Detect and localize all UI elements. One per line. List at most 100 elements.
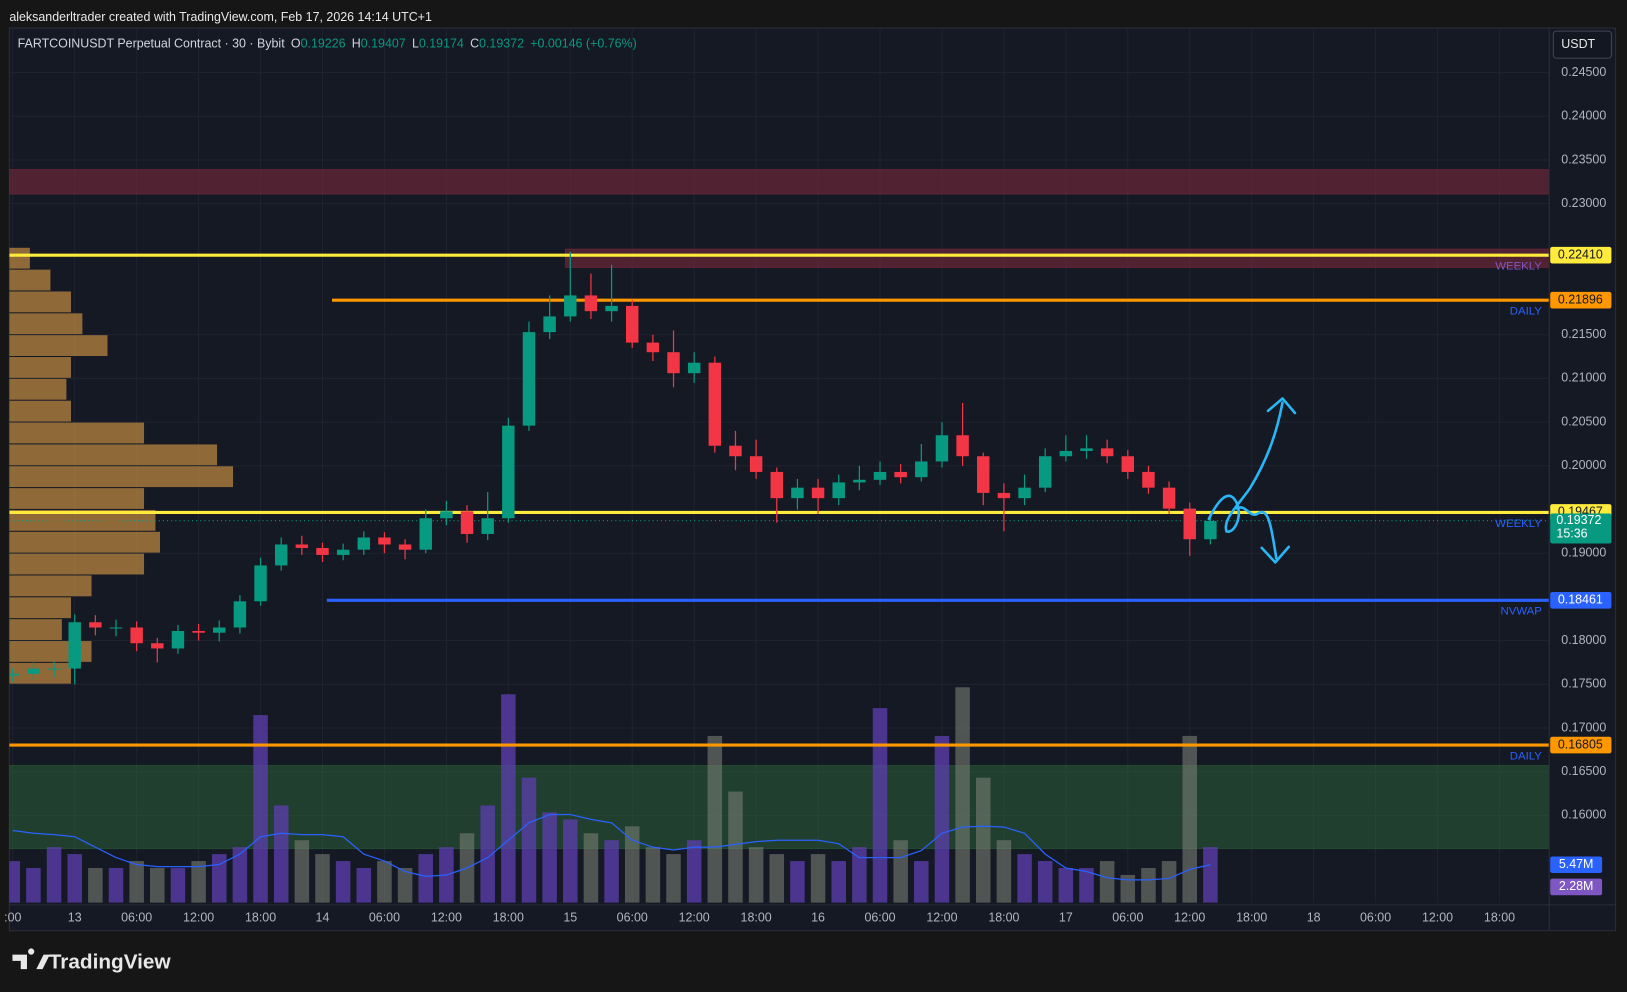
candle-body <box>894 471 907 478</box>
y-tick-label: 0.24000 <box>1561 109 1606 123</box>
volume-bar <box>253 715 268 903</box>
candle-body <box>708 362 722 446</box>
volume-bar <box>790 861 805 903</box>
ohlc-key: C <box>470 37 479 51</box>
volume-bar <box>1141 868 1156 903</box>
volume-bar <box>604 840 619 903</box>
y-tick-label: 0.20500 <box>1561 414 1606 428</box>
zone <box>9 765 1550 850</box>
candle-body <box>811 487 825 499</box>
volume-bar <box>542 812 557 903</box>
candle-body <box>109 627 123 629</box>
candle-body <box>873 471 887 480</box>
volume-bar <box>26 868 41 903</box>
candle-body <box>47 668 61 670</box>
x-tick-label: 12:00 <box>679 911 710 925</box>
volume-profile-bar <box>9 597 71 619</box>
level-label: 0.22410 <box>1558 248 1603 262</box>
volume-marker-label: 5.47M <box>1559 857 1594 871</box>
candle-body <box>1080 448 1093 451</box>
x-tick-label: 12:00 <box>926 911 957 925</box>
volume-profile-bar <box>9 247 30 269</box>
candle-body <box>316 547 329 555</box>
volume-marker-label: 2.28M <box>1559 879 1594 893</box>
volume-marker-bg <box>1550 878 1603 896</box>
candle-body <box>956 435 969 457</box>
candle-body <box>151 643 164 649</box>
volume-bar <box>893 840 908 903</box>
volume-profile-bar <box>9 400 71 422</box>
volume-profile-bar <box>9 553 145 575</box>
ohlc-key: H <box>352 37 361 51</box>
ohlc-key: O <box>291 37 301 51</box>
x-tick-label: 06:00 <box>864 911 895 925</box>
ohlc-value: 0.19372 <box>479 37 524 51</box>
ohlc-value: 0.19407 <box>361 37 406 51</box>
volume-bar <box>563 819 578 903</box>
volume-bar <box>150 868 165 903</box>
level-tag: WEEKLY <box>1495 261 1542 273</box>
candle-body <box>791 487 804 499</box>
volume-profile-bar <box>9 291 71 313</box>
drawing <box>1207 397 1297 564</box>
volume-ma <box>12 813 1211 881</box>
candle-body <box>915 461 928 478</box>
drawing-arrow-down <box>1235 506 1278 560</box>
volume-profile-bar <box>9 466 234 488</box>
level-label-bg <box>1550 291 1612 309</box>
volume-bar <box>211 854 227 903</box>
volume-bar <box>955 687 970 903</box>
logo-mark <box>12 948 50 970</box>
volume-bar <box>872 708 888 903</box>
candle-body <box>68 622 81 669</box>
level-tag: DAILY <box>1510 306 1543 318</box>
candle-body <box>378 537 391 545</box>
candle-body <box>1142 471 1155 488</box>
volume-profile-bar <box>9 662 71 684</box>
volume-bar <box>46 847 62 903</box>
volume-bar <box>67 854 82 903</box>
level-label-bg <box>1550 592 1612 609</box>
y-tick-label: 0.21500 <box>1561 327 1606 341</box>
volume-bar <box>1017 854 1032 903</box>
level-label-bg <box>1550 736 1612 754</box>
x-tick-label: 12:00 <box>183 911 214 925</box>
y-tick-label: 0.16000 <box>1561 808 1606 822</box>
volume-bar <box>335 861 351 903</box>
y-tick-label: 0.17500 <box>1561 677 1606 691</box>
x-tick-label: 18:00 <box>245 911 276 925</box>
volume-bar <box>9 861 21 903</box>
volume-bar <box>1182 735 1198 903</box>
candle-body <box>295 544 309 548</box>
level-label: 0.16805 <box>1558 737 1603 751</box>
volume-bar <box>996 840 1012 903</box>
level-label: 0.18461 <box>1558 593 1603 607</box>
last-price-label: 0.19372 <box>1556 513 1601 527</box>
volume-profile-bar <box>9 335 108 356</box>
candle-body <box>1204 520 1217 540</box>
candle-body <box>27 668 40 674</box>
volume-profile-bar <box>9 619 62 640</box>
x-tick-label: 06:00 <box>369 911 400 925</box>
drawing-arrow-up <box>1207 401 1284 533</box>
x-tick-label: 06:00 <box>1360 911 1391 925</box>
volume-bar <box>769 854 785 903</box>
candle-body <box>749 456 763 472</box>
volume-bar <box>975 777 991 903</box>
volume-profile-bar <box>9 531 161 553</box>
currency[interactable]: USDT <box>1561 37 1595 51</box>
volume-bar <box>852 847 867 903</box>
candle-body <box>935 435 949 462</box>
candle-body <box>667 352 680 374</box>
last-price-countdown: 15:36 <box>1556 526 1587 540</box>
volume-bar <box>728 791 743 903</box>
candle-body <box>977 456 990 493</box>
candle-body <box>584 295 598 312</box>
x-tick-label: 14 <box>316 911 330 925</box>
candle-body <box>997 492 1011 499</box>
candle-body <box>254 565 267 602</box>
currency-button[interactable] <box>1552 30 1612 59</box>
volume-profile-bar <box>9 488 145 509</box>
